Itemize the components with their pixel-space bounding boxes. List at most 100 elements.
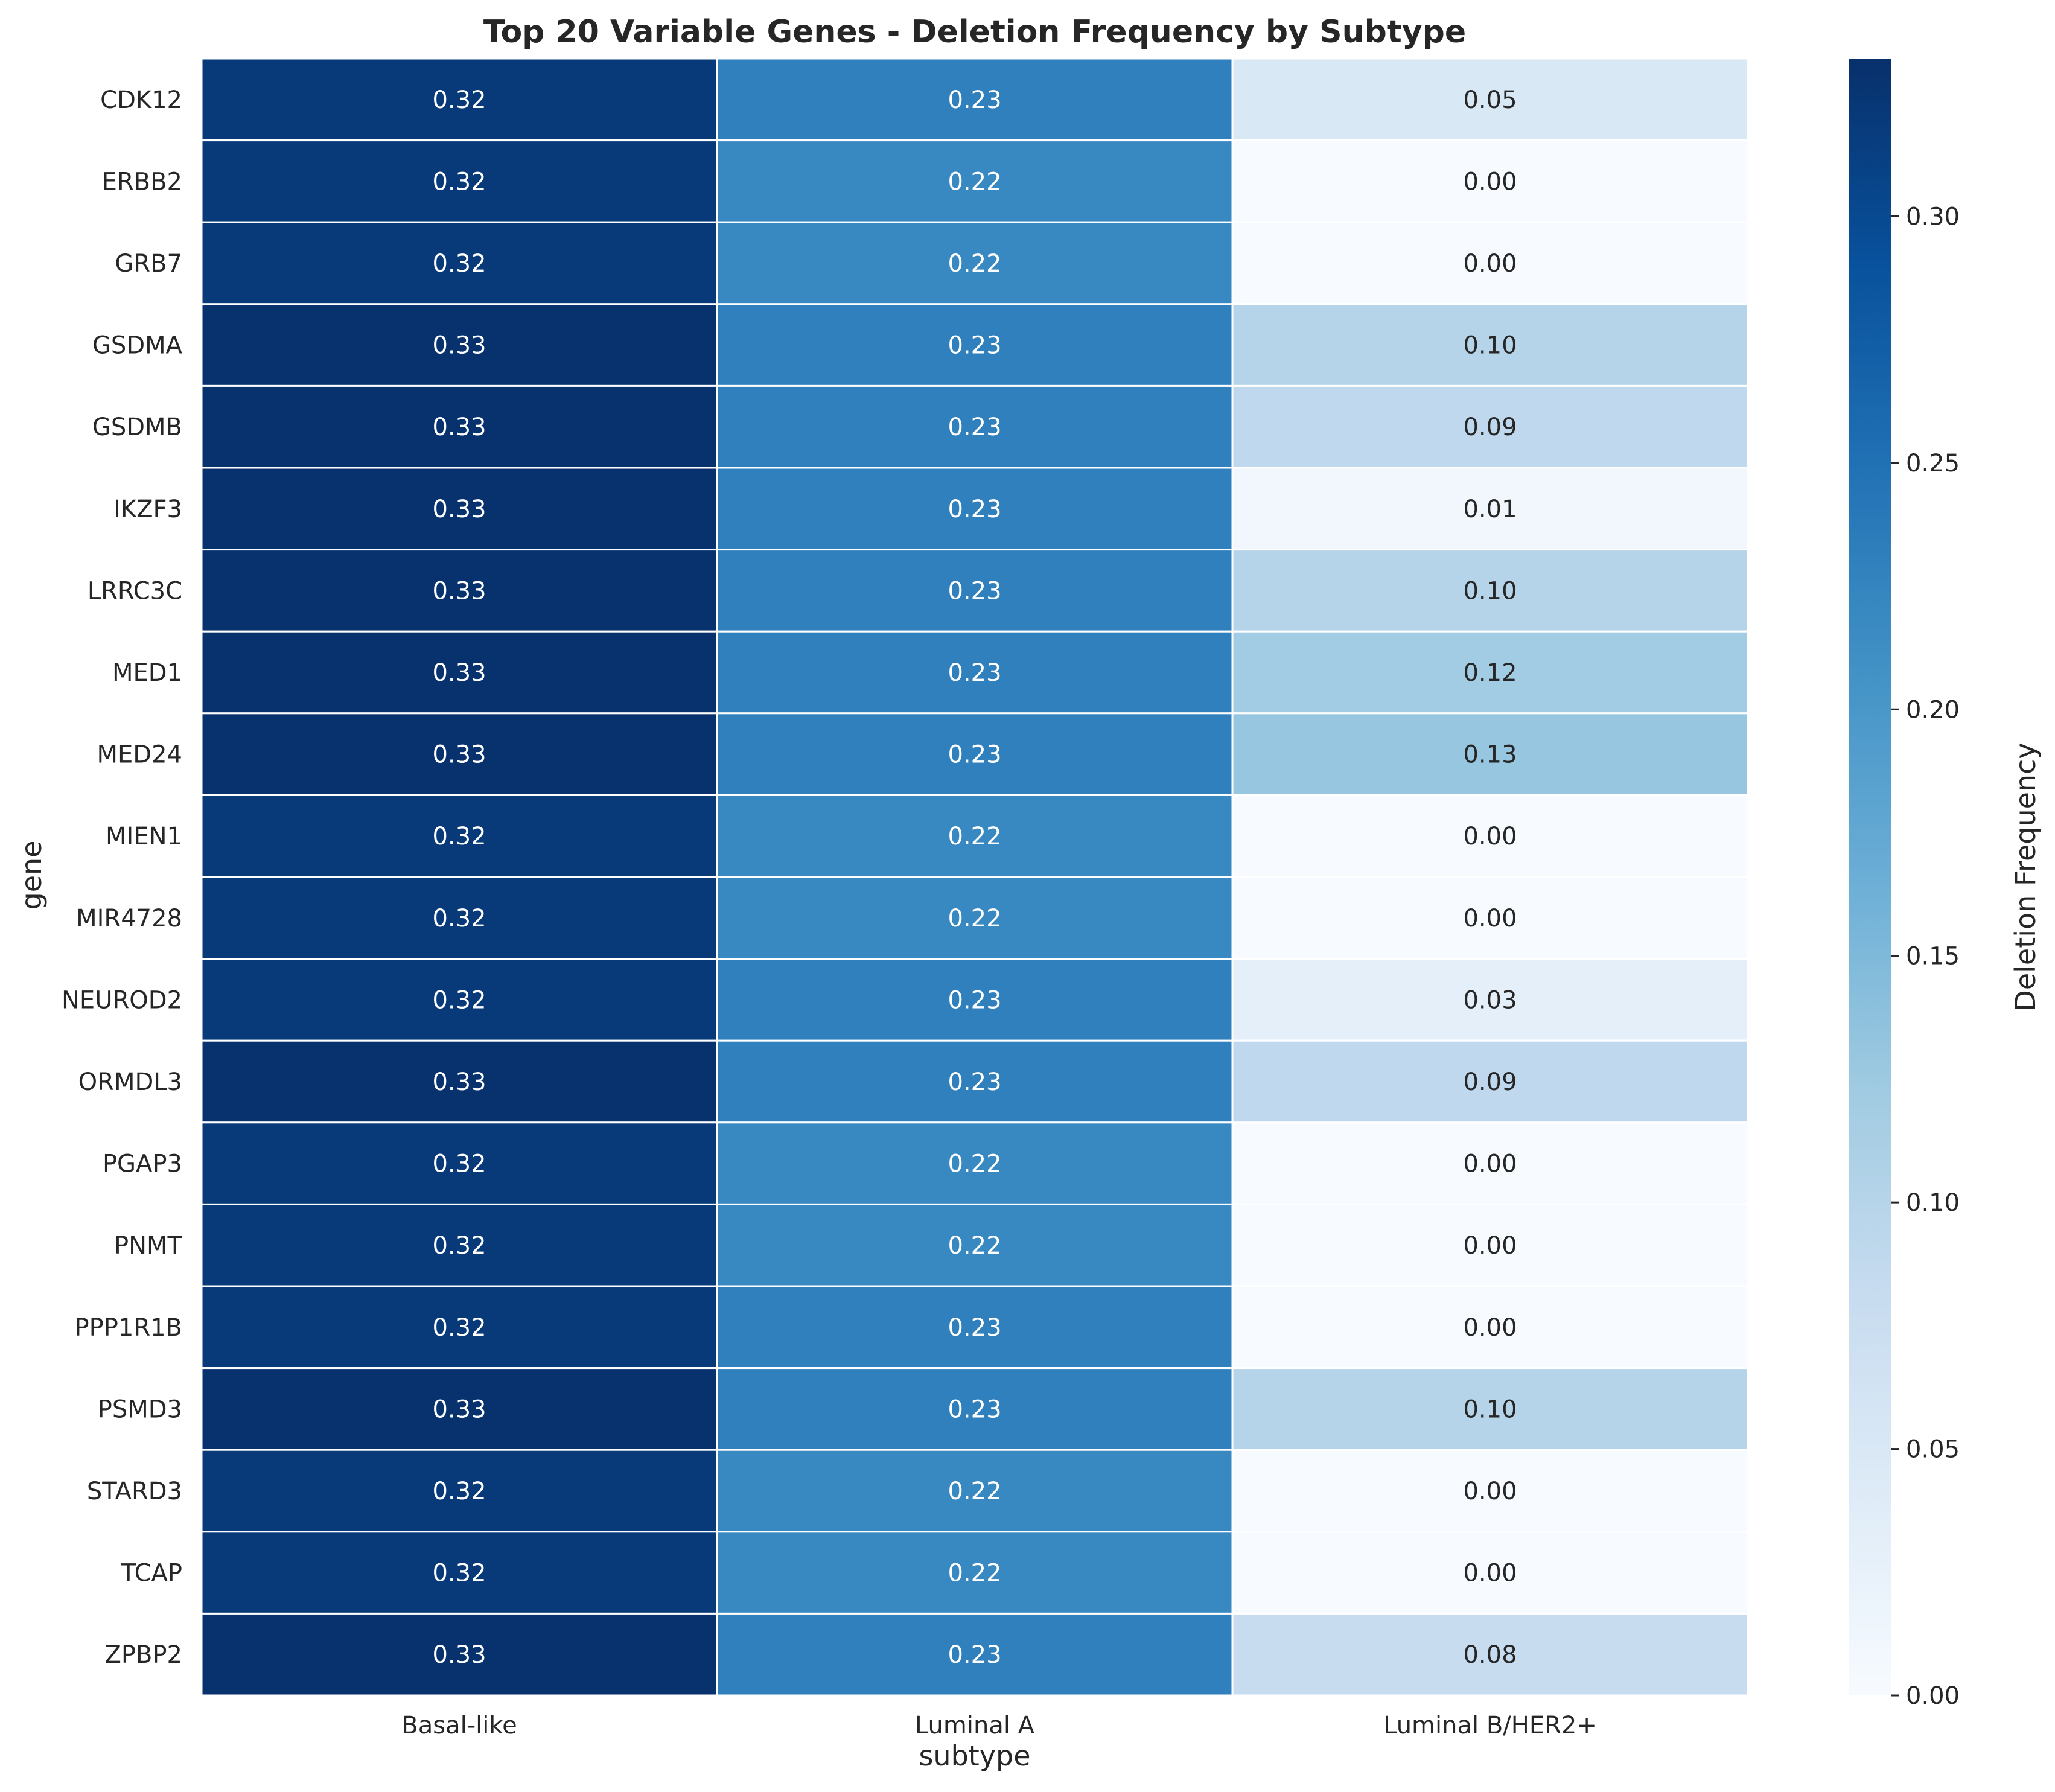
cell-value-label: 0.33 bbox=[432, 413, 486, 441]
y-tick-label: LRRC3C bbox=[88, 577, 182, 605]
colorbar-tick-label: 0.00 bbox=[1906, 1682, 1960, 1710]
x-tick-label: Luminal A bbox=[915, 1712, 1035, 1739]
heatmap-cell bbox=[200, 384, 718, 469]
cell-value-label: 0.32 bbox=[432, 168, 486, 196]
y-tick-label: PGAP3 bbox=[103, 1150, 182, 1178]
cell-value-label: 0.22 bbox=[948, 905, 1001, 933]
cell-value-label: 0.33 bbox=[432, 1641, 486, 1669]
y-tick-label: ORMDL3 bbox=[78, 1068, 182, 1096]
cell-value-label: 0.23 bbox=[948, 1068, 1001, 1096]
colorbar-tick-label: 0.10 bbox=[1906, 1189, 1960, 1217]
y-tick-label: IKZF3 bbox=[113, 496, 182, 523]
heatmap-cell bbox=[200, 303, 718, 387]
cell-value-label: 0.22 bbox=[948, 1560, 1001, 1587]
heatmap-cell bbox=[1231, 549, 1749, 633]
heatmap-cell bbox=[1231, 57, 1749, 142]
heatmap-cell bbox=[1231, 303, 1749, 387]
cell-value-label: 0.32 bbox=[432, 986, 486, 1014]
colorbar-tick-label: 0.25 bbox=[1906, 450, 1960, 477]
cell-value-label: 0.12 bbox=[1463, 659, 1517, 687]
chart-title: Top 20 Variable Genes - Deletion Frequen… bbox=[483, 14, 1466, 50]
x-tick-label: Luminal B/HER2+ bbox=[1383, 1712, 1597, 1739]
colorbar-label: Deletion Frequency bbox=[2009, 742, 2042, 1011]
cell-value-label: 0.33 bbox=[432, 496, 486, 523]
heatmap-cell bbox=[716, 1121, 1234, 1205]
cell-value-label: 0.23 bbox=[948, 332, 1001, 360]
cell-value-label: 0.00 bbox=[1463, 823, 1517, 850]
cell-value-label: 0.08 bbox=[1463, 1641, 1517, 1669]
cell-value-label: 0.23 bbox=[948, 1641, 1001, 1669]
heatmap-cell bbox=[716, 221, 1234, 305]
y-tick-label: PPP1R1B bbox=[75, 1314, 183, 1342]
heatmap-cell bbox=[1231, 384, 1749, 469]
heatmap-cell bbox=[200, 1203, 718, 1287]
y-tick-labels: CDK12 ERBB2 GRB7 GSDMA GSDMB IKZF3 LRRC3C MED1 M… bbox=[62, 86, 183, 1669]
heatmap-cell bbox=[1231, 1612, 1749, 1697]
heatmap-cell bbox=[1231, 1367, 1749, 1451]
cell-value-label: 0.03 bbox=[1463, 986, 1517, 1014]
heatmap-cell bbox=[716, 384, 1234, 469]
cell-value-label: 0.33 bbox=[432, 1395, 486, 1423]
colorbar-tick-label: 0.15 bbox=[1906, 943, 1960, 971]
cell-value-label: 0.13 bbox=[1463, 741, 1517, 769]
x-tick-labels: Basal-like Luminal A Luminal B/HER2+ bbox=[401, 1712, 1597, 1739]
cell-value-label: 0.32 bbox=[432, 250, 486, 278]
heatmap-cells: 0.32 0.23 0.05 0.32 0.22 0.00 0.32 0.22 0.00 0.33… bbox=[200, 57, 1749, 1697]
heatmap-cell bbox=[716, 712, 1234, 796]
heatmap-cell bbox=[1231, 1203, 1749, 1287]
cell-value-label: 0.32 bbox=[432, 1478, 486, 1505]
cell-value-label: 0.22 bbox=[948, 1478, 1001, 1505]
cell-value-label: 0.33 bbox=[432, 659, 486, 687]
x-tick-label: Basal-like bbox=[401, 1712, 517, 1739]
y-tick-label: PNMT bbox=[114, 1232, 183, 1260]
heatmap-cell bbox=[716, 549, 1234, 633]
y-tick-label: ZPBP2 bbox=[104, 1641, 182, 1669]
heatmap-cell bbox=[716, 1285, 1234, 1370]
heatmap-cell bbox=[200, 1531, 718, 1615]
y-tick-label: PSMD3 bbox=[98, 1395, 182, 1423]
cell-value-label: 0.22 bbox=[948, 1150, 1001, 1178]
heatmap-cell bbox=[1231, 712, 1749, 796]
cell-value-label: 0.32 bbox=[432, 905, 486, 933]
colorbar-tick-label: 0.30 bbox=[1906, 203, 1960, 231]
cell-value-label: 0.00 bbox=[1463, 1314, 1517, 1342]
cell-value-label: 0.33 bbox=[432, 741, 486, 769]
heatmap-cell bbox=[200, 630, 718, 715]
y-tick-label: MED1 bbox=[112, 659, 182, 687]
cell-value-label: 0.00 bbox=[1463, 168, 1517, 196]
y-axis-label: gene bbox=[15, 841, 48, 910]
heatmap-cell bbox=[200, 549, 718, 633]
cell-value-label: 0.33 bbox=[432, 332, 486, 360]
cell-value-label: 0.23 bbox=[948, 741, 1001, 769]
cell-value-label: 0.00 bbox=[1463, 1232, 1517, 1260]
cell-value-label: 0.01 bbox=[1463, 496, 1517, 523]
y-tick-label: GRB7 bbox=[115, 250, 182, 278]
cell-value-label: 0.33 bbox=[432, 577, 486, 605]
cell-value-label: 0.32 bbox=[432, 1560, 486, 1587]
cell-value-label: 0.00 bbox=[1463, 250, 1517, 278]
heatmap-cell bbox=[200, 1285, 718, 1370]
heatmap-cell bbox=[716, 958, 1234, 1042]
y-tick-label: NEUROD2 bbox=[62, 986, 182, 1014]
colorbar-tick-label: 0.05 bbox=[1906, 1436, 1960, 1464]
heatmap-cell bbox=[1231, 1285, 1749, 1370]
heatmap-cell bbox=[716, 630, 1234, 715]
cell-value-label: 0.32 bbox=[432, 1314, 486, 1342]
cell-value-label: 0.32 bbox=[432, 1150, 486, 1178]
cell-value-label: 0.00 bbox=[1463, 1560, 1517, 1587]
cell-value-label: 0.32 bbox=[432, 823, 486, 850]
cell-value-label: 0.23 bbox=[948, 86, 1001, 114]
heatmap-cell bbox=[1231, 1039, 1749, 1124]
cell-value-label: 0.10 bbox=[1463, 1395, 1517, 1423]
cell-value-label: 0.10 bbox=[1463, 332, 1517, 360]
cell-value-label: 0.10 bbox=[1463, 577, 1517, 605]
y-tick-label: ERBB2 bbox=[102, 168, 182, 196]
cell-value-label: 0.22 bbox=[948, 168, 1001, 196]
cell-value-label: 0.33 bbox=[432, 1068, 486, 1096]
heatmap-cell bbox=[200, 1612, 718, 1697]
y-tick-label: MIEN1 bbox=[106, 823, 182, 850]
cell-value-label: 0.23 bbox=[948, 659, 1001, 687]
colorbar bbox=[1849, 59, 1891, 1695]
